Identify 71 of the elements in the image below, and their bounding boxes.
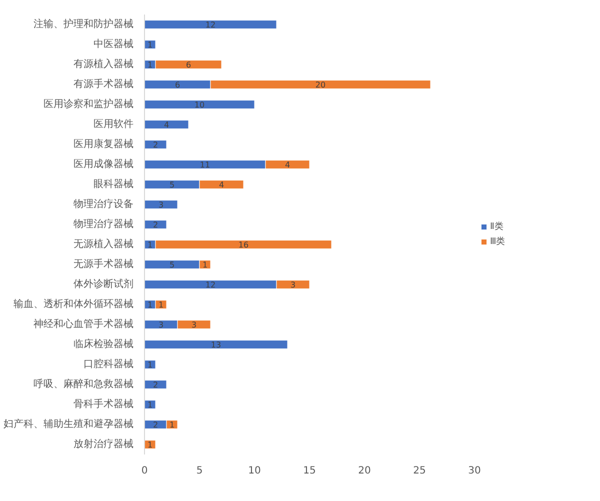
y-tick-label: 临床检验器械 (74, 338, 134, 350)
data-label: 4 (284, 160, 290, 170)
data-label: 2 (152, 220, 158, 230)
data-label: 3 (158, 320, 164, 330)
data-label: 2 (152, 380, 158, 390)
x-tick-label: 30 (468, 466, 481, 476)
data-label: 1 (202, 260, 208, 270)
x-tick-label: 25 (413, 466, 426, 476)
y-tick-label: 输血、透析和体外循环器械 (14, 298, 134, 310)
x-tick-label: 5 (196, 466, 203, 476)
y-tick-label: 注输、护理和防护器械 (34, 18, 134, 30)
y-tick-label: 无源植入器械 (74, 238, 134, 250)
data-label: 2 (152, 420, 158, 430)
y-tick-label: 物理治疗器械 (74, 218, 134, 230)
data-label: 12 (205, 20, 216, 30)
y-tick-label: 眼科器械 (94, 178, 134, 190)
data-label: 1 (158, 300, 164, 310)
x-tick-label: 15 (303, 466, 316, 476)
data-label: 4 (218, 180, 224, 190)
bar (144, 200, 178, 209)
data-label: 1 (147, 60, 153, 70)
data-label: 1 (147, 300, 153, 310)
legend-label: Ⅱ类 (490, 220, 504, 233)
data-label: 13 (210, 340, 222, 350)
bar (144, 100, 255, 109)
data-label: 12 (205, 280, 216, 290)
y-tick-label: 医用软件 (94, 118, 134, 130)
y-tick-label: 有源植入器械 (74, 58, 134, 70)
bar (144, 340, 288, 349)
data-label: 1 (147, 360, 153, 370)
data-label: 5 (169, 260, 175, 270)
x-tick-label: 20 (358, 466, 371, 476)
y-tick-label: 有源手术器械 (74, 78, 134, 90)
data-label: 4 (164, 120, 170, 130)
y-tick-label: 医用成像器械 (74, 158, 134, 170)
y-tick-label: 体外诊断试剂 (74, 278, 134, 290)
y-tick-label: 妇产科、辅助生殖和避孕器械 (4, 418, 134, 430)
y-tick-label: 神经和心血管手术器械 (34, 318, 134, 330)
data-label: 1 (147, 440, 153, 450)
data-label: 1 (169, 420, 175, 430)
data-label: 1 (147, 40, 153, 50)
x-tick-label: 10 (248, 466, 261, 476)
y-tick-label: 中医器械 (94, 38, 134, 50)
y-tick-label: 物理治疗设备 (74, 198, 134, 210)
data-label: 5 (169, 180, 175, 190)
data-label: 6 (186, 60, 192, 70)
data-label: 11 (200, 160, 210, 170)
data-label: 3 (290, 280, 296, 290)
data-label: 6 (174, 80, 180, 90)
x-tick-label: 0 (141, 466, 148, 476)
data-label: 10 (194, 100, 205, 110)
y-tick-label: 无源手术器械 (74, 258, 134, 270)
bar (144, 140, 167, 149)
data-label: 2 (152, 140, 158, 150)
data-label: 16 (238, 240, 249, 250)
data-label: 3 (158, 200, 164, 210)
data-label: 1 (147, 240, 153, 250)
y-tick-label: 医用诊察和监护器械 (44, 98, 134, 110)
y-tick-label: 医用康复器械 (74, 138, 134, 150)
bar (144, 20, 277, 29)
bar (144, 120, 189, 129)
y-tick-label: 放射治疗器械 (74, 438, 134, 450)
y-tick-label: 骨科手术器械 (74, 398, 134, 410)
data-label: 3 (191, 320, 197, 330)
y-tick-label: 口腔科器械 (84, 358, 134, 370)
data-label: 20 (315, 80, 326, 90)
data-label: 1 (147, 400, 153, 410)
bar (144, 220, 167, 229)
bar (144, 380, 167, 389)
y-tick-label: 呼吸、麻醉和急救器械 (34, 378, 134, 390)
legend-label: Ⅲ类 (490, 236, 506, 248)
